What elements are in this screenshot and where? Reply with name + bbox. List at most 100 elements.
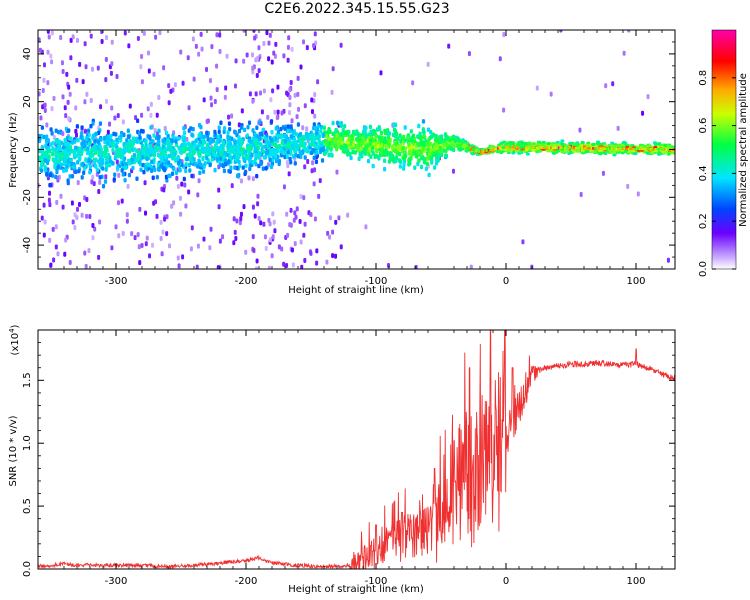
noise-cell	[104, 77, 108, 83]
ridge-cell	[277, 144, 281, 150]
noise-cell	[69, 55, 73, 61]
ridge-cell	[366, 158, 371, 164]
noise-cell	[50, 59, 54, 65]
noise-cell	[301, 125, 305, 131]
noise-cell	[73, 212, 77, 218]
ridge-cell	[343, 143, 347, 149]
ridge-cell	[375, 148, 379, 154]
ridge-cell	[451, 143, 455, 149]
ridge-cell	[382, 149, 386, 154]
ridge-cell	[333, 139, 337, 145]
ridge-cell	[175, 142, 179, 148]
ridge-cell	[322, 132, 326, 138]
noise-cell	[287, 35, 291, 41]
ridge-cell	[316, 124, 320, 129]
ridge-cell	[246, 124, 250, 130]
ridge-cell	[128, 149, 132, 154]
ridge-cell	[416, 141, 420, 147]
ridge-cell	[143, 151, 147, 157]
ridge-cell	[122, 132, 126, 138]
noise-cell	[451, 168, 455, 174]
x-tick-label: -200	[235, 276, 258, 287]
noise-cell	[93, 226, 97, 232]
core-cell	[532, 146, 536, 149]
ridge-cell	[251, 160, 255, 165]
ridge-cell	[174, 139, 178, 144]
ridge-cell	[398, 151, 402, 157]
x-tick-label: 0	[503, 276, 509, 287]
ridge-cell	[575, 143, 580, 147]
ridge-cell	[292, 137, 297, 142]
noise-cell	[134, 115, 138, 121]
core-cell	[515, 146, 519, 149]
ridge-cell	[89, 123, 93, 129]
noise-cell	[64, 113, 68, 119]
spectrogram-heatmap	[38, 30, 675, 269]
noise-cell	[120, 198, 124, 204]
ridge-cell	[191, 126, 195, 132]
ridge-cell	[98, 144, 102, 150]
noise-cell	[239, 211, 243, 217]
ridge-cell	[53, 164, 57, 170]
noise-cell	[91, 174, 95, 180]
noise-cell	[334, 253, 338, 259]
noise-cell	[256, 201, 260, 207]
ridge-cell	[371, 151, 375, 156]
ridge-cell	[205, 130, 209, 136]
ridge-cell	[398, 133, 402, 138]
ridge-cell	[228, 135, 232, 141]
ridge-cell	[86, 146, 90, 151]
ridge-cell	[560, 142, 565, 146]
ridge-cell	[174, 170, 179, 175]
noise-cell	[110, 245, 114, 251]
noise-cell	[165, 231, 169, 237]
ridge-cell	[244, 169, 248, 175]
core-cell	[613, 147, 617, 150]
noise-cell	[85, 213, 89, 219]
noise-cell	[622, 50, 626, 56]
noise-cell	[77, 201, 81, 207]
noise-cell	[295, 206, 299, 212]
x-tick-label: -100	[365, 576, 388, 587]
noise-cell	[258, 90, 262, 96]
noise-cell	[68, 91, 72, 97]
core-cell	[492, 148, 496, 151]
noise-cell	[328, 215, 332, 221]
ridge-cell	[122, 158, 126, 164]
noise-cell	[59, 193, 63, 199]
ridge-cell	[62, 161, 66, 167]
ridge-cell	[553, 143, 558, 147]
ridge-cell	[299, 151, 303, 157]
y-tick-label: 40	[22, 48, 33, 61]
core-cell	[557, 146, 561, 150]
core-cell	[507, 145, 511, 149]
noise-cell	[244, 249, 248, 255]
core-cell	[531, 146, 535, 149]
noise-cell	[51, 226, 55, 232]
noise-cell	[269, 97, 273, 103]
noise-cell	[190, 225, 194, 231]
noise-cell	[149, 112, 153, 118]
noise-cell	[521, 239, 525, 245]
ridge-cell	[373, 129, 377, 134]
noise-cell	[209, 226, 213, 232]
ridge-cell	[90, 149, 94, 155]
ridge-cell	[349, 155, 353, 161]
core-cell	[585, 147, 589, 150]
noise-cell	[68, 259, 72, 265]
core-cell	[610, 147, 614, 150]
ridge-cell	[421, 129, 425, 134]
noise-cell	[253, 35, 257, 41]
ridge-cell	[111, 147, 115, 153]
noise-cell	[38, 47, 42, 53]
noise-cell	[195, 264, 199, 269]
ridge-cell	[81, 161, 85, 167]
noise-cell	[302, 195, 306, 201]
noise-cell	[139, 64, 143, 70]
spectrogram-x-axis-label: Height of straight line (km)	[288, 285, 424, 296]
core-cell	[495, 147, 499, 150]
noise-cell	[296, 75, 300, 81]
noise-cell	[73, 225, 77, 231]
ridge-cell	[161, 138, 165, 144]
ridge-cell	[292, 129, 296, 134]
